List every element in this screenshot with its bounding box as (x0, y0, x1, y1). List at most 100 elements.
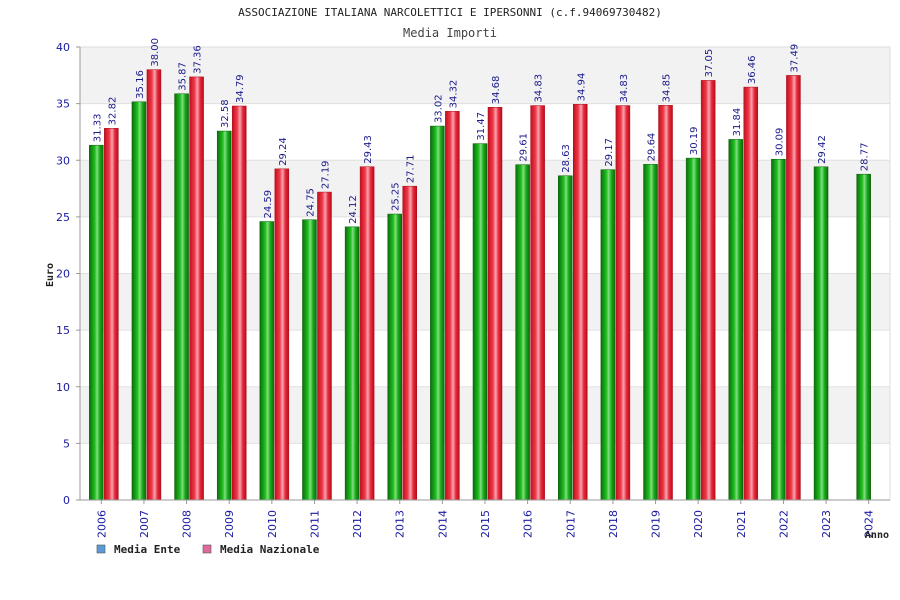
x-tick-label: 2012 (351, 510, 364, 538)
value-label-media-ente: 29.61 (519, 133, 530, 162)
legend-item-media-ente: Media Ente (96, 543, 181, 556)
bar-media-ente (302, 219, 317, 501)
value-label-media-ente: 24.12 (348, 195, 359, 224)
bar-media-ente (89, 144, 104, 501)
bar-media-ente (558, 175, 573, 501)
bar-media-nazionale (743, 86, 759, 501)
value-label-media-ente: 25.25 (391, 182, 402, 211)
bar-media-nazionale (402, 185, 417, 501)
value-label-media-nazionale: 38.00 (150, 38, 161, 67)
value-label-media-nazionale: 34.85 (662, 74, 673, 103)
legend: Media Ente Media Nazionale (96, 543, 320, 556)
legend-item-media-nazionale: Media Nazionale (202, 543, 320, 556)
y-axis-label: Euro (45, 263, 56, 287)
value-label-media-ente: 29.64 (647, 133, 658, 162)
bar-media-ente (472, 143, 488, 501)
bar-media-ente (259, 221, 275, 501)
value-labels: 31.33 32.82 35.16 38.00 35.87 37.36 32.58 34.79… (92, 38, 870, 224)
value-label-media-nazionale: 27.19 (320, 160, 331, 189)
bar-media-nazionale (274, 168, 290, 501)
x-tick-label: 2013 (394, 510, 407, 538)
value-label-media-nazionale: 29.24 (278, 137, 289, 166)
bar-media-ente (771, 158, 786, 501)
x-tick-label: 2019 (650, 510, 663, 538)
bar-media-nazionale (189, 76, 204, 501)
bar-media-nazionale (445, 111, 460, 501)
bars (89, 69, 871, 501)
bar-media-nazionale (615, 105, 631, 501)
y-tick-label: 40 (56, 41, 70, 54)
bar-media-nazionale (573, 104, 588, 501)
value-label-media-ente: 33.02 (433, 94, 444, 123)
x-axis-label: Anno (865, 530, 889, 541)
x-tick-label: 2007 (138, 510, 151, 538)
value-label-media-nazionale: 34.32 (448, 80, 459, 109)
value-label-media-nazionale: 34.68 (491, 76, 502, 105)
value-label-media-nazionale: 34.79 (235, 74, 246, 103)
value-label-media-nazionale: 34.83 (534, 74, 545, 103)
bar-media-nazionale (487, 106, 503, 501)
value-label-media-nazionale: 34.94 (576, 73, 587, 102)
x-tick-label: 2022 (777, 510, 790, 538)
value-label-media-nazionale: 36.46 (747, 55, 758, 84)
value-label-media-ente: 24.59 (263, 190, 274, 219)
bar-media-ente (728, 139, 744, 501)
bar-media-ente (600, 169, 616, 501)
x-tick-label: 2008 (181, 510, 194, 538)
y-tick-label: 25 (56, 211, 70, 224)
value-label-media-ente: 30.09 (774, 128, 785, 157)
y-tick-label: 5 (63, 437, 70, 450)
value-label-media-nazionale: 27.71 (406, 155, 417, 184)
value-label-media-nazionale: 29.43 (363, 135, 374, 164)
chart-subtitle: Media Importi (403, 26, 497, 40)
x-tick-label: 2011 (308, 510, 321, 538)
x-tick-label: 2024 (863, 510, 876, 538)
y-tick-label: 20 (56, 268, 70, 281)
chart-title: ASSOCIAZIONE ITALIANA NARCOLETTICI E IPE… (238, 6, 662, 19)
value-label-media-ente: 31.84 (732, 108, 743, 137)
y-tick-label: 10 (56, 381, 70, 394)
x-tick-label: 2014 (436, 510, 449, 538)
bar-media-nazionale (104, 128, 119, 501)
legend-label-media-nazionale: Media Nazionale (220, 543, 320, 556)
value-label-media-nazionale: 37.49 (789, 44, 800, 73)
value-label-media-ente: 31.47 (476, 112, 487, 141)
x-tick-label: 2006 (95, 510, 108, 538)
bar-media-ente (131, 101, 147, 501)
legend-swatch-media-ente (96, 544, 106, 554)
value-label-media-ente: 35.16 (135, 70, 146, 99)
value-label-media-ente: 28.63 (561, 144, 572, 173)
bar-media-nazionale (231, 105, 247, 501)
bar-media-ente (515, 164, 530, 501)
bar-media-ente (387, 213, 402, 501)
x-axis-ticks: 2006 2007 2008 2009 2010 2011 2012 2013 2014 2015… (95, 500, 876, 538)
bar-media-ente (813, 166, 829, 501)
value-label-media-nazionale: 34.83 (619, 74, 630, 103)
y-tick-label: 30 (56, 154, 70, 167)
value-label-media-ente: 35.87 (178, 62, 189, 91)
bar-media-ente (216, 130, 232, 501)
x-tick-label: 2009 (223, 510, 236, 538)
value-label-media-ente: 29.42 (817, 135, 828, 164)
bar-media-nazionale (700, 80, 716, 501)
bar-media-ente (430, 125, 445, 501)
x-tick-label: 2018 (607, 510, 620, 538)
bar-media-nazionale (146, 69, 162, 501)
bar-media-ente (856, 173, 871, 501)
x-tick-label: 2010 (266, 510, 279, 538)
bar-media-ente (685, 157, 701, 501)
value-label-media-ente: 30.19 (689, 126, 700, 155)
bar-media-ente (174, 93, 189, 501)
x-tick-label: 2017 (564, 510, 577, 538)
bar-media-nazionale (658, 105, 673, 501)
value-label-media-ente: 32.58 (220, 99, 231, 128)
bar-media-ente (643, 164, 658, 501)
y-axis-ticks: 0 5 10 15 20 25 30 35 40 (56, 41, 80, 507)
bar-media-nazionale (786, 75, 801, 501)
legend-swatch-media-nazionale (202, 544, 212, 554)
x-tick-label: 2015 (479, 510, 492, 538)
bar-media-nazionale (530, 105, 545, 501)
x-tick-label: 2023 (820, 510, 833, 538)
bar-media-nazionale (359, 166, 375, 501)
